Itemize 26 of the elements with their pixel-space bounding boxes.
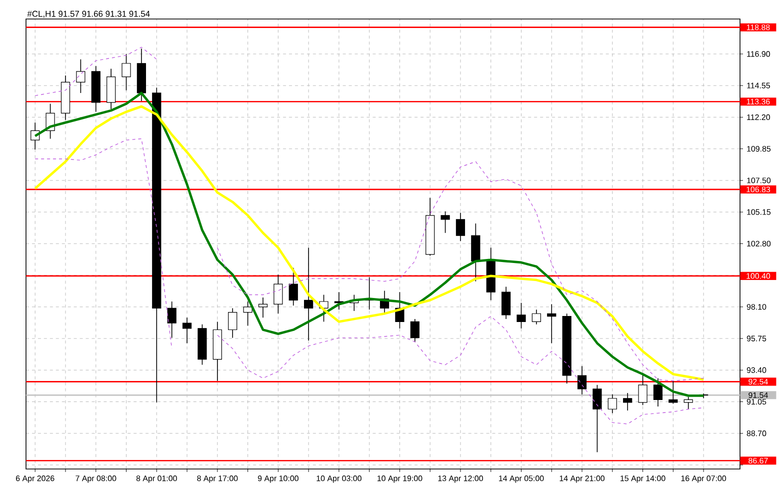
candlestick [76, 58, 86, 94]
candlestick [638, 374, 648, 406]
chart-title: #CL,H1 91.57 91.66 91.31 91.54 [27, 10, 150, 18]
candlestick [228, 308, 238, 338]
candlestick [410, 318, 420, 342]
candlestick [608, 394, 617, 414]
candlestick [592, 384, 602, 453]
candlestick [502, 286, 511, 320]
candlestick [167, 301, 176, 338]
candlestick [274, 274, 283, 314]
candlestick [653, 378, 663, 407]
candlestick [258, 297, 268, 318]
candlestick [547, 304, 556, 344]
candlestick [577, 366, 587, 395]
candlestick [243, 301, 252, 326]
candlestick [122, 54, 131, 91]
candlestick [668, 380, 678, 404]
candlestick [182, 317, 192, 344]
candlestick [456, 212, 466, 242]
candlestick [623, 392, 632, 411]
candlestick [440, 210, 450, 234]
candlestick [304, 247, 314, 341]
candlestick [516, 302, 526, 329]
candlestick [684, 396, 693, 410]
candlestick [288, 267, 298, 306]
candlestick [532, 309, 541, 325]
